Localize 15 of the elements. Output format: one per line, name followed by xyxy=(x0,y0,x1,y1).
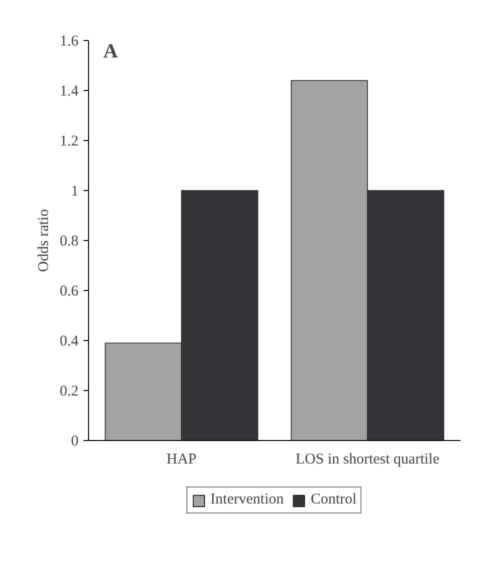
y-tick-label: 1 xyxy=(71,184,78,200)
y-tick-label: 0.2 xyxy=(60,384,78,400)
y-tick-label: 0 xyxy=(71,434,78,450)
y-tick-label: 0.4 xyxy=(60,334,79,350)
legend-label: Intervention xyxy=(210,492,284,508)
x-tick-label: LOS in shortest quartile xyxy=(296,452,440,468)
x-tick-label: HAP xyxy=(166,452,197,468)
chart-title: A xyxy=(103,40,118,62)
y-tick-label: 0.8 xyxy=(60,234,78,250)
y-axis-title: Odds ratio xyxy=(36,209,52,272)
y-tick-label: 1.4 xyxy=(60,84,79,100)
y-tick-label: 0.6 xyxy=(60,284,79,300)
legend-label: Control xyxy=(310,492,357,508)
y-tick-label: 1.6 xyxy=(60,34,79,50)
y-tick-label: 1.2 xyxy=(60,134,78,150)
